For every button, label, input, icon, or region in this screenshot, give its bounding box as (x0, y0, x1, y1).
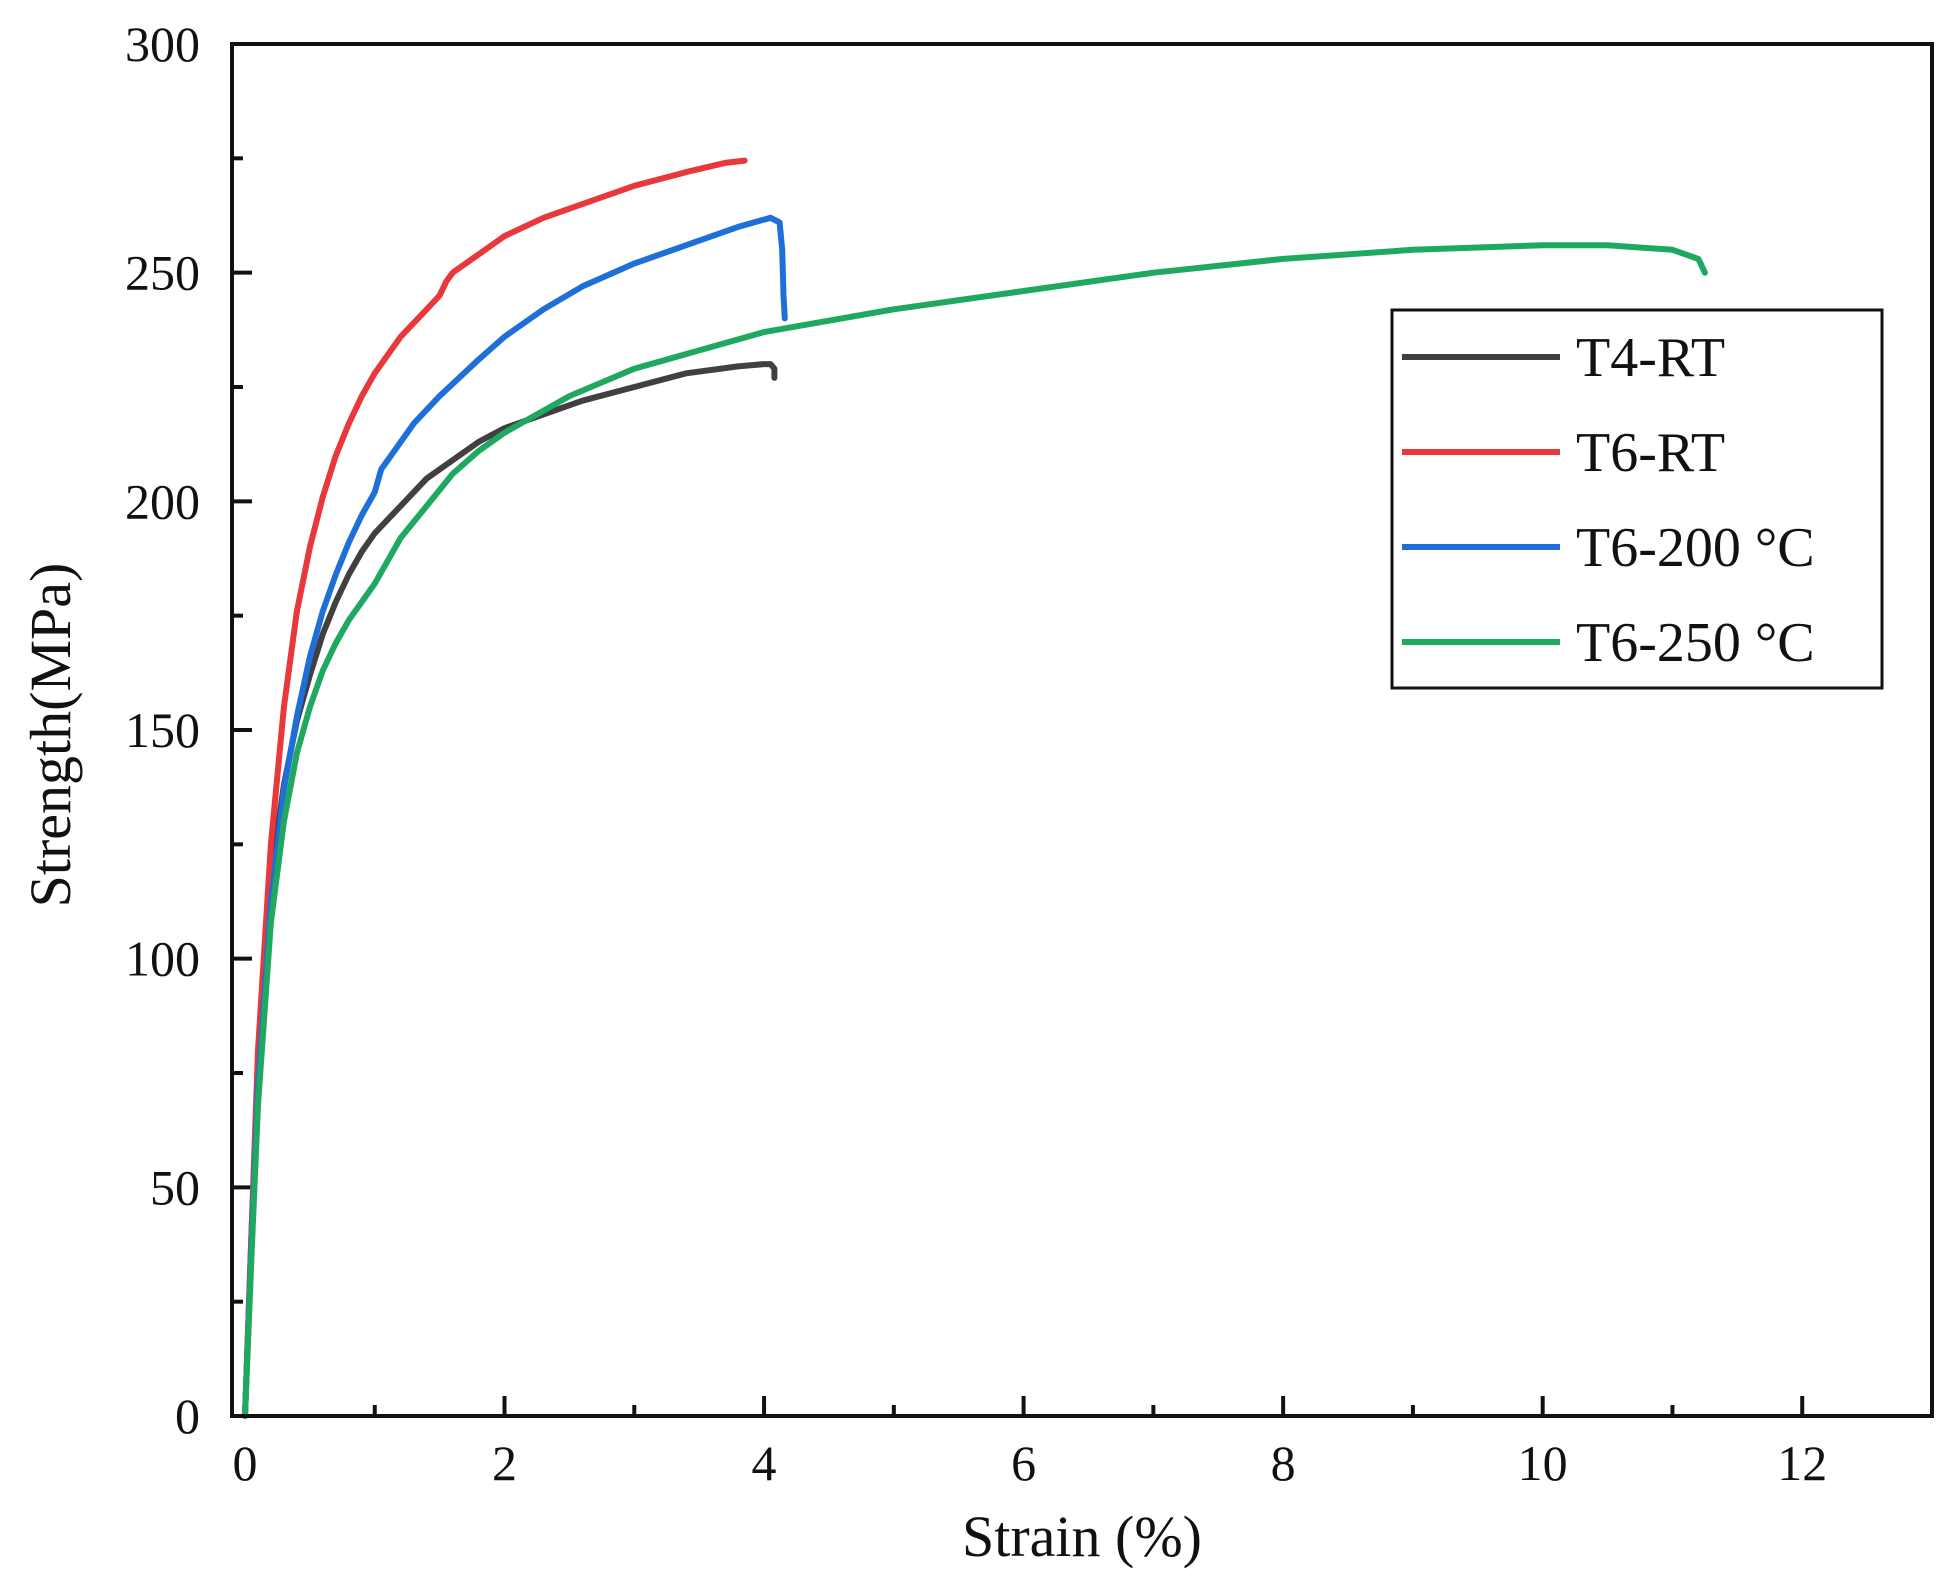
tick-labels: 0 2 4 6 8 10 12 0 50 100 150 200 250 300 (125, 16, 1827, 1491)
legend-label-3: T6-200 °C (1576, 517, 1815, 579)
legend-label-1: T4-RT (1576, 327, 1725, 389)
x-tick-label: 6 (1011, 1435, 1036, 1491)
legend: T4-RT T6-RT T6-200 °C T6-250 °C (1390, 308, 1884, 690)
x-tick-label: 2 (492, 1435, 517, 1491)
plot-frame (230, 42, 1934, 1418)
legend-box (1390, 308, 1884, 690)
y-tick-label: 300 (125, 16, 200, 72)
x-tick-label: 10 (1518, 1435, 1568, 1491)
x-tick-label: 12 (1777, 1435, 1827, 1491)
x-tick-label: 8 (1271, 1435, 1296, 1491)
series-line-4 (242, 242, 1708, 1419)
y-tick-label: 150 (125, 702, 200, 758)
series-line-3 (242, 214, 788, 1419)
legend-label-2: T6-RT (1576, 422, 1725, 484)
y-tick-label: 200 (125, 473, 200, 529)
series-line-2 (242, 157, 748, 1419)
y-tick-label: 100 (125, 931, 200, 987)
plot-series (242, 157, 1708, 1419)
y-axis-title: Strength(MPa) (18, 563, 83, 908)
x-tick-label: 4 (752, 1435, 777, 1491)
legend-label-4: T6-250 °C (1576, 612, 1815, 674)
y-tick-label: 250 (125, 245, 200, 301)
x-axis-title: Strain (%) (962, 1504, 1202, 1569)
y-tick-label: 0 (175, 1388, 200, 1444)
y-tick-label: 50 (150, 1159, 200, 1215)
x-tick-label: 0 (232, 1435, 257, 1491)
